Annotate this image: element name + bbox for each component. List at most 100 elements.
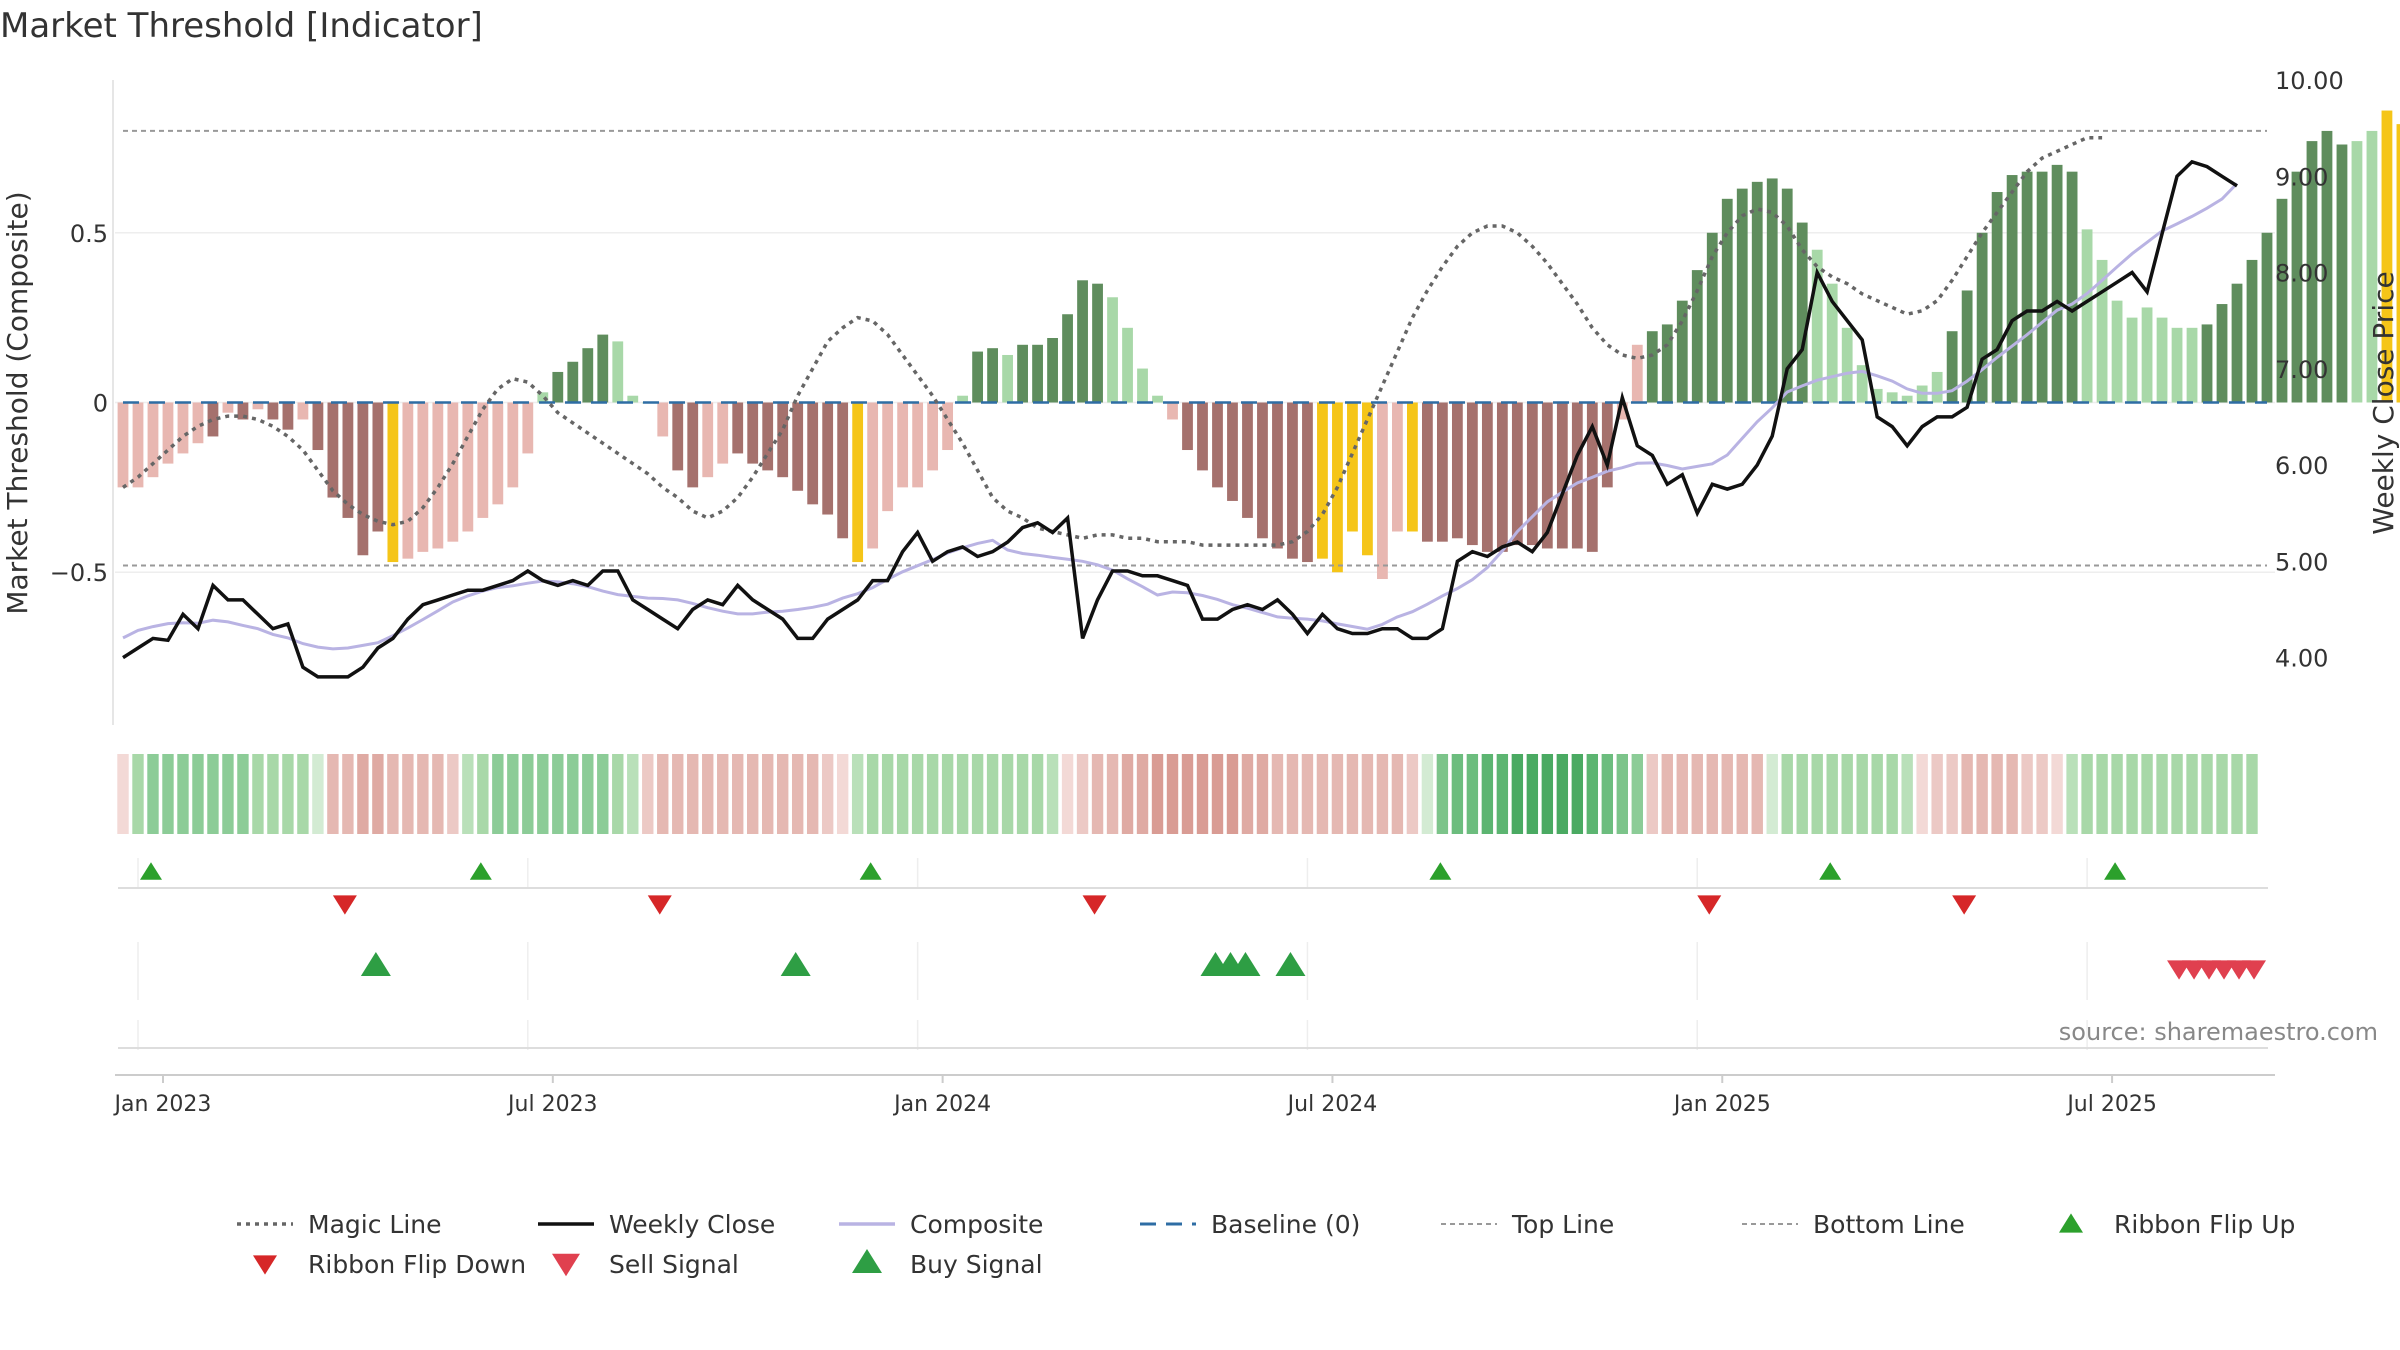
composite-bar xyxy=(942,402,954,451)
composite-bar xyxy=(1137,368,1148,403)
composite-bar xyxy=(1526,402,1538,546)
ribbon-cell xyxy=(192,754,204,834)
composite-bar xyxy=(717,402,729,464)
ribbon-cell xyxy=(1916,754,1928,834)
composite-bar xyxy=(402,402,414,559)
ribbon-cell xyxy=(627,754,639,834)
ribbon-cell xyxy=(851,754,864,834)
left-axis-label: Market Threshold (Composite) xyxy=(1,191,34,614)
left-tick-label: 0 xyxy=(93,390,108,418)
ribbon-cell xyxy=(1781,754,1793,834)
ribbon-cell xyxy=(1631,754,1643,834)
composite-bar xyxy=(2186,327,2198,403)
ribbon-cell xyxy=(2021,754,2033,834)
composite-bar xyxy=(1511,402,1523,546)
ribbon-flip-up-marker xyxy=(1429,862,1452,880)
ribbon-cell xyxy=(522,754,534,834)
left-tick-label: 0.5 xyxy=(70,220,108,248)
composite-bar xyxy=(1392,402,1403,532)
composite-bar xyxy=(1901,395,1913,403)
ribbon-cell xyxy=(537,754,549,834)
composite-bar xyxy=(1451,402,1463,539)
ribbon-cell xyxy=(1601,754,1614,834)
composite-bar xyxy=(1182,402,1193,451)
ribbon-flip-down-marker xyxy=(1952,895,1977,915)
composite-bar xyxy=(2366,130,2378,403)
ribbon-cell xyxy=(342,754,354,834)
ribbon-cell xyxy=(1211,754,1224,834)
legend-item-top: Top Line xyxy=(1441,1210,1614,1239)
legend-label: Baseline (0) xyxy=(1211,1210,1360,1239)
composite-bar xyxy=(462,402,474,532)
composite-bar xyxy=(1721,198,1733,403)
ribbon-cell xyxy=(1826,754,1838,834)
ribbon-cell xyxy=(941,754,954,834)
ribbon-cell xyxy=(1031,754,1044,834)
ribbon-cell xyxy=(687,754,699,834)
ribbon-cell xyxy=(642,754,654,834)
composite-bar xyxy=(2306,141,2318,403)
ribbon-cell xyxy=(1496,754,1509,834)
ribbon-cell xyxy=(1751,754,1763,834)
composite-bar xyxy=(852,402,864,563)
legend-item-composite: Composite xyxy=(839,1210,1043,1239)
composite-bar xyxy=(432,402,444,549)
composite-bar xyxy=(2171,327,2183,403)
composite-bar xyxy=(1541,402,1553,549)
ribbon-cell xyxy=(1736,754,1748,834)
ribbon-cell xyxy=(732,754,744,834)
ribbon-cell xyxy=(1121,754,1134,834)
ribbon-cell xyxy=(1451,754,1464,834)
ribbon-cell xyxy=(372,754,384,834)
composite-bar xyxy=(1601,402,1613,488)
composite-bar xyxy=(1796,222,1808,403)
composite-bar xyxy=(2066,171,2078,403)
composite-bar xyxy=(2291,171,2303,403)
left-axis-ticks: 0.5 0 −0.5 xyxy=(50,220,108,587)
ribbon-flip-down-marker xyxy=(1082,895,1107,915)
composite-bar xyxy=(1062,314,1073,403)
composite-bar xyxy=(627,395,639,403)
ribbon-cell xyxy=(147,754,159,834)
ribbon-cell xyxy=(567,754,579,834)
ribbon-cell xyxy=(162,754,174,834)
ribbon-cell xyxy=(1001,754,1014,834)
composite-bars xyxy=(117,110,2400,580)
ribbon-cell xyxy=(1541,754,1554,834)
composite-bar xyxy=(252,402,264,410)
composite-bar xyxy=(1751,181,1763,403)
ribbon-cell xyxy=(2231,754,2243,834)
legend-label: Ribbon Flip Up xyxy=(2114,1210,2295,1239)
right-tick-label: 5.00 xyxy=(2275,548,2328,576)
composite-bar xyxy=(522,402,534,454)
ribbon-cell xyxy=(507,754,519,834)
right-axis-label: Weekly Close Price xyxy=(2367,271,2400,534)
composite-bar xyxy=(2081,229,2093,403)
composite-bar xyxy=(1242,402,1253,518)
series-lines xyxy=(122,135,2239,679)
ribbon-cell xyxy=(1166,754,1179,834)
composite-bar xyxy=(162,402,174,464)
x-tick-label: Jul 2023 xyxy=(506,1092,598,1117)
composite-bar xyxy=(297,402,309,420)
right-tick-label: 9.00 xyxy=(2275,163,2328,191)
ribbon-cell xyxy=(2111,754,2123,834)
composite-bar xyxy=(1661,324,1673,403)
x-tick-label: Jan 2025 xyxy=(1672,1092,1771,1117)
legend-swatch-buy xyxy=(852,1249,882,1273)
composite-bar xyxy=(1017,344,1028,403)
composite-bar xyxy=(1212,402,1223,488)
composite-bar xyxy=(2381,110,2393,403)
composite-bar xyxy=(1436,402,1448,542)
ribbon-cell xyxy=(1961,754,1973,834)
ribbon-cell xyxy=(1106,754,1119,834)
ribbon-cell xyxy=(222,754,234,834)
composite-bar xyxy=(2051,164,2063,403)
legend-label: Magic Line xyxy=(308,1210,442,1239)
composite-bar xyxy=(2216,304,2228,403)
ribbon-cell xyxy=(1676,754,1688,834)
composite-bar xyxy=(2126,317,2138,403)
ribbon-cell xyxy=(177,754,189,834)
composite-bar xyxy=(702,402,714,478)
